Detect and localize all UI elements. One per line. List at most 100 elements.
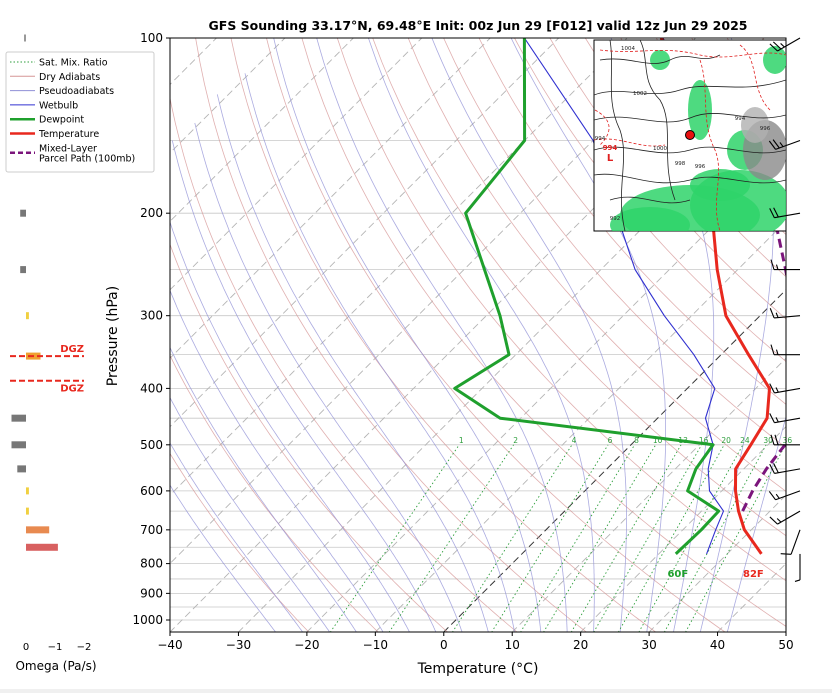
mixing-ratio-line [452,445,572,633]
x-axis-label: Temperature (°C) [417,661,539,677]
wind-barb [770,463,800,473]
omega-tick-label: −1 [48,642,63,653]
omega-tick-label: 0 [23,642,29,653]
mixing-ratio-label: 2 [513,436,518,445]
omega-bar [26,487,29,494]
surface-label-temperature: 82F [743,569,764,580]
wind-barb-flag [776,313,778,318]
x-tick-label: −40 [157,638,182,652]
omega-bar [26,526,49,533]
wind-barb [795,554,800,582]
x-tick-label: 10 [505,638,520,652]
mixing-ratio-label: 1 [459,436,464,445]
omega-bar [26,544,58,551]
wind-barb [770,511,800,524]
dgz-label: DGZ [60,384,84,395]
omega-bar [20,210,26,217]
y-tick-label: 200 [140,206,163,220]
wind-barb-flag [777,265,779,270]
omega-bar [17,465,26,472]
mixing-ratio-label: 6 [608,436,613,445]
map-pressure-label: 1000 [653,146,667,152]
omega-bar [24,35,26,42]
pseudoadiabat-line [68,249,275,633]
mixing-ratio-label: 8 [634,436,639,445]
y-tick-label: 900 [140,586,163,600]
wind-barb-flag [777,519,781,523]
omega-bar [20,266,26,273]
map-pressure-label: 992 [610,216,621,222]
omega-tick-label: −2 [77,642,92,653]
x-tick-label: −20 [294,638,319,652]
map-pressure-label: 996 [760,126,771,132]
mixing-ratio-line [594,445,702,633]
mixing-ratio-label: 24 [740,436,750,445]
pseudoadiabat-line [154,165,410,633]
precip-area [690,169,750,201]
precip-area [650,50,670,70]
pseudoadiabat-line [245,73,515,632]
dgz-label: DGZ [60,344,84,355]
wind-barb-flag [781,554,791,555]
wind-barb [769,491,800,500]
map-low-marker: L [607,153,614,164]
legend-entry: Pseudoadiabats [39,86,114,97]
mixing-ratio-line [330,445,459,633]
omega-bar [12,441,27,448]
x-tick-label: 50 [778,638,793,652]
map-pressure-label: 998 [675,161,686,167]
chart-title: GFS Sounding 33.17°N, 69.48°E Init: 00z … [209,18,748,33]
legend-entry: Dry Adiabats [39,72,100,83]
x-tick-label: 0 [440,638,448,652]
legend-entry: Dewpoint [39,115,84,126]
x-tick-label: −10 [363,638,388,652]
map-pressure-label: 1004 [621,46,635,52]
terrain-area [741,107,769,143]
wind-barb-flag [770,308,774,318]
mixing-ratio-label: 36 [783,436,793,445]
mixing-ratio-label: 20 [721,436,731,445]
surface-labels: 82F 60F [667,569,763,580]
y-tick-label: 700 [140,523,163,537]
map-pressure-label: 994 [735,116,746,122]
surface-label-dewpoint: 60F [667,569,688,580]
map-pressure-label: 994 [595,136,606,142]
wind-barb-staff [791,530,800,554]
omega-bar [12,415,27,422]
map-pressure-label: 996 [695,164,706,170]
y-tick-label: 800 [140,557,163,571]
legend-entry: Wetbulb [39,100,78,111]
pseudoadiabat-line [195,123,462,632]
legend-entry: Temperature [38,129,99,140]
sounding-location-marker [686,131,695,140]
x-tick-label: 40 [710,638,725,652]
dry-adiabat-line [798,38,832,632]
y-tick-label: 400 [140,381,163,395]
mixing-ratio-line [543,445,655,633]
isotherm-line [786,38,832,632]
x-tick-label: 20 [573,638,588,652]
y-tick-label: 100 [140,31,163,45]
dry-adiabat-line [125,38,448,632]
map-pressure-label: 1002 [633,91,647,97]
pseudoadiabat-line [274,38,541,632]
wind-barb-flag [774,463,779,472]
omega-axis-label: Omega (Pa/s) [15,659,96,673]
y-tick-label: 500 [140,438,163,452]
x-tick-label: 30 [641,638,656,652]
omega-bar [26,312,29,319]
wind-barb-flag [776,494,779,498]
omega-bar [26,508,29,515]
wind-barb-flag [770,517,778,524]
mixing-ratio-label: 4 [572,436,577,445]
wind-barb-flag [769,491,775,499]
wind-barb [770,308,800,318]
pseudoadiabat-line [101,219,329,632]
pseudoadiabat-line [217,94,488,632]
precip-area [763,46,787,74]
